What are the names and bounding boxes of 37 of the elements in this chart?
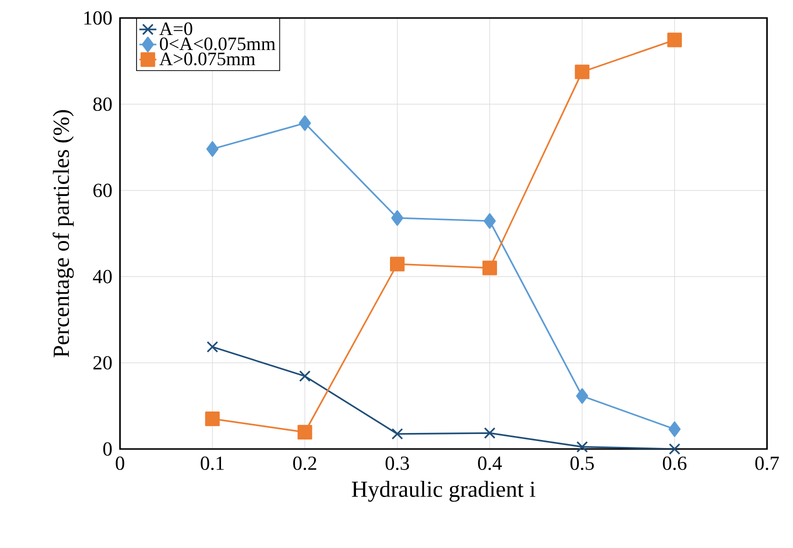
point [574,64,590,80]
point [205,412,220,426]
x-tick-label: 0.3 [386,456,409,470]
x-tick-label: 0.7 [755,456,779,470]
point [667,32,682,48]
point [668,443,680,455]
point [206,341,218,353]
y-tick-label: 60 [93,184,112,198]
legend-label: 0<A<0.075mm [160,37,276,50]
x-tick-label: 0.2 [293,456,316,470]
point [391,210,404,226]
y-tick-label: 100 [84,11,112,25]
point [206,141,218,157]
legend-label: A=0 [159,22,192,36]
y-axis-title: Percentage of particles (%) [52,110,74,358]
point [484,213,496,229]
point [576,441,588,453]
point [298,424,312,440]
y-tick-label: 20 [93,356,112,370]
point [298,115,311,131]
x-tick-label: 0.4 [478,456,502,470]
point [392,428,404,440]
point [484,427,496,439]
y-tick-label: 80 [93,97,112,111]
point [390,256,405,272]
point [482,260,498,276]
x-tick-label: 0.6 [662,456,686,470]
point [576,388,588,404]
point [299,370,311,382]
legend-label: A>0.075mm [159,52,256,66]
point [668,421,681,437]
y-tick-label: 40 [92,270,112,284]
x-tick-label: 0 [116,456,124,470]
y-tick-label: 0 [103,442,112,456]
x-tick-label: 0.5 [570,456,594,470]
x-tick-label: 0.1 [200,456,224,470]
x-axis-title: Hydraulic gradient i [352,480,536,502]
